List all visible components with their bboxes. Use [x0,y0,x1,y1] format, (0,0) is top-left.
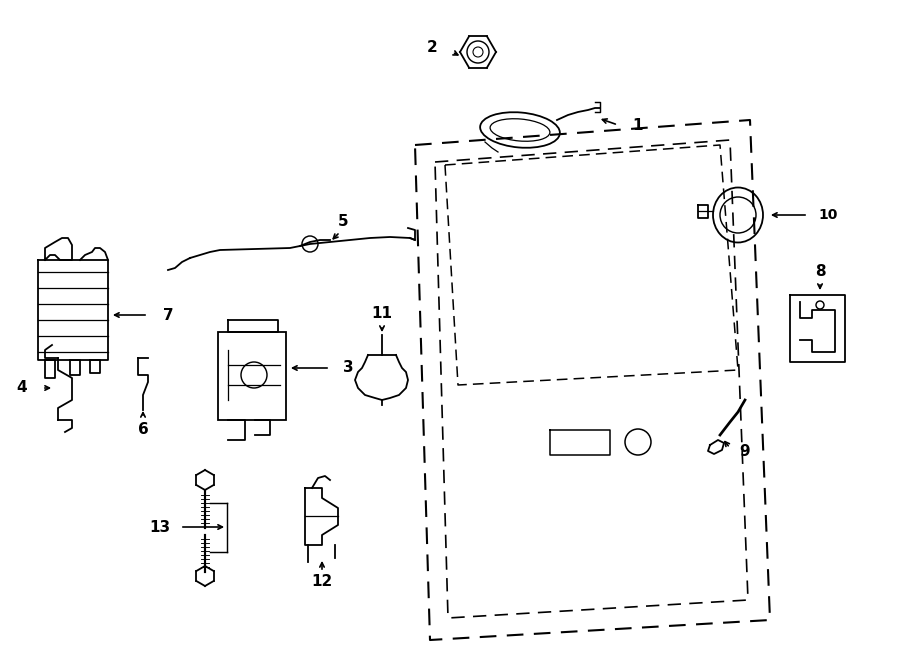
Text: 2: 2 [427,40,437,56]
Text: 4: 4 [17,381,27,395]
Text: 8: 8 [814,264,825,280]
Text: 5: 5 [338,215,348,229]
Text: 10: 10 [818,208,838,222]
Bar [218,332,286,420]
Text: 3: 3 [343,360,354,375]
Text: 11: 11 [372,305,392,321]
Text: 7: 7 [163,307,174,323]
Text: 1: 1 [633,118,643,132]
Text: 13: 13 [149,520,171,535]
Text: 9: 9 [740,444,751,459]
Text: 12: 12 [311,574,333,590]
Text: 6: 6 [138,422,148,438]
